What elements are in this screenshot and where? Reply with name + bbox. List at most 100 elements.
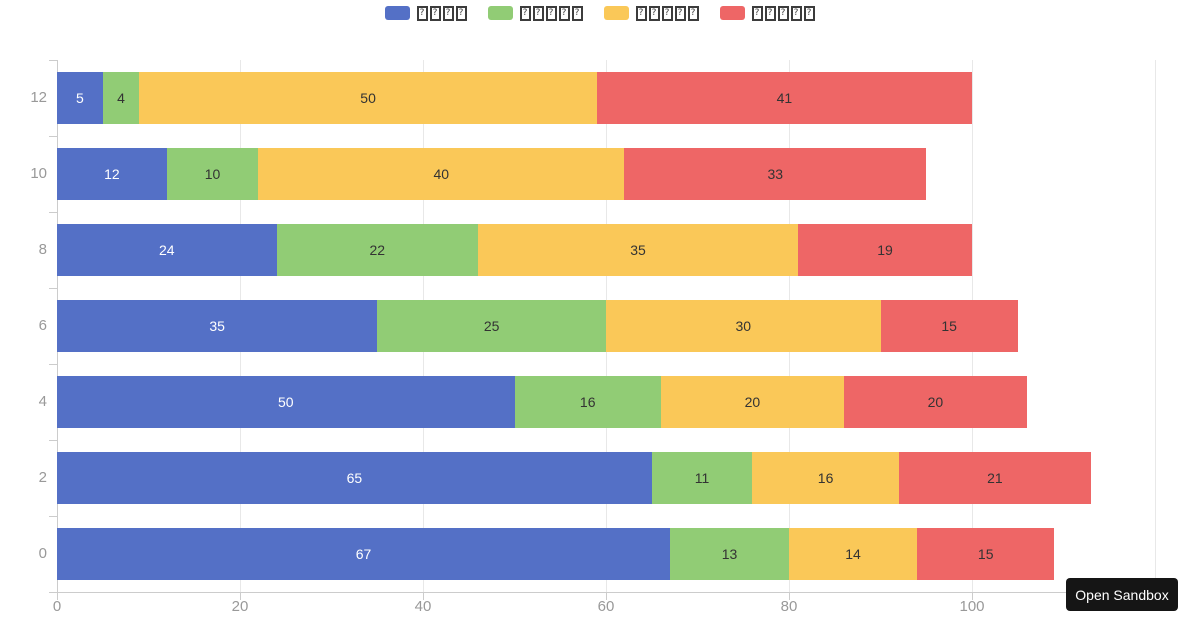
bar-segment[interactable]: 67	[57, 528, 671, 580]
bar-value-label: 12	[104, 166, 120, 182]
x-axis-tick-label: 40	[414, 598, 432, 615]
bar-segment[interactable]: 41	[596, 72, 972, 124]
bar-value-label: 40	[433, 166, 450, 182]
open-sandbox-button[interactable]: Open Sandbox	[1066, 578, 1178, 611]
bar-segment[interactable]: 50	[139, 72, 597, 124]
bar-segment[interactable]: 50	[57, 376, 515, 428]
gridline-x-120	[1155, 60, 1156, 592]
x-axis-tick	[423, 592, 424, 600]
bar-value-label: 25	[483, 318, 500, 334]
bar-value-label: 13	[721, 546, 738, 562]
legend-item-series-4[interactable]: ?????	[719, 5, 816, 21]
bar-value-label: 33	[767, 166, 784, 182]
missing-glyph-box: ?	[558, 5, 570, 21]
y-axis-tick	[49, 440, 57, 441]
bar-segment[interactable]: 25	[377, 300, 606, 352]
y-axis-tick	[49, 136, 57, 137]
missing-glyph-box: ?	[429, 5, 441, 21]
bar-segment[interactable]: 65	[57, 452, 652, 504]
x-axis-line	[57, 592, 1160, 593]
missing-glyph-box: ?	[764, 5, 776, 21]
x-axis-tick	[240, 592, 241, 600]
missing-glyph-box: ?	[777, 5, 789, 21]
bar-segment[interactable]: 21	[898, 452, 1091, 504]
bar-value-label: 15	[941, 318, 957, 334]
y-axis-tick-label: 0	[38, 545, 47, 562]
missing-glyph-box: ?	[442, 5, 454, 21]
missing-glyph-box: ?	[455, 5, 467, 21]
bar-segment[interactable]: 5	[57, 72, 103, 124]
missing-glyph-box: ?	[674, 5, 686, 21]
bar-value-label: 67	[355, 546, 372, 562]
y-axis-tick-label: 12	[30, 89, 47, 106]
bar-segment[interactable]: 30	[606, 300, 881, 352]
bar-value-label: 11	[694, 470, 710, 486]
bar-segment[interactable]: 22	[276, 224, 478, 276]
bar-value-label: 14	[845, 546, 861, 562]
y-axis-tick-label: 2	[38, 469, 47, 486]
bar-segment[interactable]: 15	[917, 528, 1055, 580]
bar-value-label: 21	[987, 470, 1003, 486]
bar-value-label: 5	[75, 90, 84, 106]
bar-segment[interactable]: 15	[880, 300, 1018, 352]
legend-marker-icon	[487, 6, 513, 20]
missing-glyph-box: ?	[635, 5, 647, 21]
missing-glyph-box: ?	[661, 5, 673, 21]
bar-segment[interactable]: 35	[477, 224, 799, 276]
bar-segment[interactable]: 20	[660, 376, 844, 428]
bar-value-label: 24	[159, 242, 175, 258]
bar-segment[interactable]: 20	[843, 376, 1027, 428]
bar-segment[interactable]: 11	[651, 452, 753, 504]
legend-item-series-3[interactable]: ?????	[603, 5, 700, 21]
bar-value-label: 20	[744, 394, 761, 410]
missing-glyph-box: ?	[751, 5, 763, 21]
missing-glyph-box: ?	[687, 5, 699, 21]
bar-segment[interactable]: 16	[514, 376, 661, 428]
bar-segment[interactable]: 40	[258, 148, 625, 200]
bar-value-label: 41	[776, 90, 793, 106]
bar-segment[interactable]: 14	[789, 528, 918, 580]
bar-segment[interactable]: 35	[57, 300, 378, 352]
y-axis-tick	[49, 516, 57, 517]
bar-value-label: 35	[630, 242, 646, 258]
y-axis-tick	[49, 288, 57, 289]
x-axis-tick	[57, 592, 58, 600]
bar-value-label: 50	[360, 90, 376, 106]
y-axis-tick	[49, 364, 57, 365]
y-axis-tick-label: 6	[38, 317, 47, 334]
x-axis-tick	[789, 592, 790, 600]
legend: ???????????????????	[0, 3, 1200, 23]
y-axis-tick	[49, 60, 57, 61]
y-axis-tick-label: 10	[30, 165, 47, 182]
x-axis-tick	[972, 592, 973, 600]
x-axis-tick-label: 20	[231, 598, 249, 615]
y-axis-tick	[49, 212, 57, 213]
bar-value-label: 16	[817, 470, 834, 486]
legend-marker-icon	[719, 6, 745, 20]
missing-glyph-box: ?	[648, 5, 660, 21]
bar-segment[interactable]: 12	[57, 148, 167, 200]
legend-item-series-2[interactable]: ?????	[487, 5, 584, 21]
y-axis-tick	[49, 592, 57, 593]
bar-value-label: 65	[346, 470, 363, 486]
x-axis-tick	[606, 592, 607, 600]
bar-segment[interactable]: 4	[102, 72, 140, 124]
missing-glyph-box: ?	[532, 5, 544, 21]
bar-segment[interactable]: 24	[57, 224, 277, 276]
legend-marker-icon	[603, 6, 629, 20]
bar-value-label: 16	[579, 394, 596, 410]
legend-marker-icon	[384, 6, 410, 20]
bar-value-label: 4	[117, 90, 125, 106]
bar-value-label: 35	[209, 318, 225, 334]
x-axis-tick-label: 0	[52, 598, 62, 615]
bar-segment[interactable]: 16	[752, 452, 899, 504]
bar-segment[interactable]: 10	[166, 148, 259, 200]
bar-value-label: 50	[277, 394, 294, 410]
legend-item-series-1[interactable]: ????	[384, 5, 468, 21]
bar-segment[interactable]: 13	[670, 528, 789, 580]
missing-glyph-box: ?	[571, 5, 583, 21]
bar-segment[interactable]: 19	[798, 224, 972, 276]
bar-segment[interactable]: 33	[624, 148, 927, 200]
